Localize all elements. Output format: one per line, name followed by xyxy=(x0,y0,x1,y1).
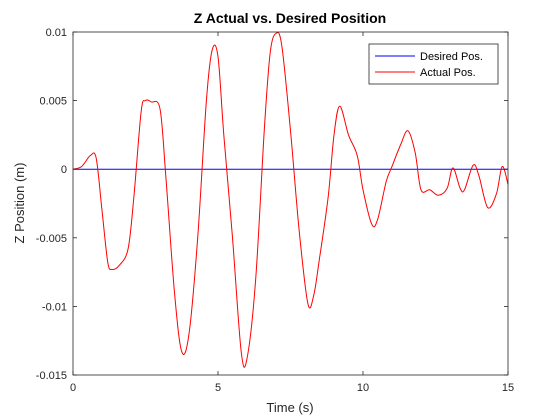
axes-box xyxy=(72,31,509,376)
y-axis: -0.015 -0.01 -0.005 0 0.005 0.01 xyxy=(36,27,508,382)
legend-box xyxy=(368,43,499,85)
plot-area xyxy=(72,31,509,376)
y-tick-label: -0.005 xyxy=(36,233,67,245)
chart-title: Z Actual vs. Desired Position xyxy=(194,10,386,26)
y-tick-label: 0.005 xyxy=(39,96,67,108)
y-tick-label: -0.01 xyxy=(42,301,67,313)
x-tick-label: 15 xyxy=(502,382,514,394)
y-axis-label: Z Position (m) xyxy=(12,163,27,244)
x-tick-label: 10 xyxy=(357,382,369,394)
y-tick-label: -0.015 xyxy=(36,370,67,382)
x-axis: 0 5 10 15 xyxy=(70,32,514,394)
series-line-actual-pos xyxy=(72,31,509,368)
legend-label-actual-pos: Actual Pos. xyxy=(420,67,476,79)
series-layer xyxy=(72,31,509,368)
y-tick-label: 0 xyxy=(61,164,67,176)
x-tick-label: 5 xyxy=(215,382,221,394)
legend-label-desired-pos: Desired Pos. xyxy=(420,51,483,63)
legend: Desired Pos. Actual Pos. xyxy=(368,43,499,85)
x-axis-label: Time (s) xyxy=(266,400,313,415)
y-tick-label: 0.01 xyxy=(46,27,67,39)
x-tick-label: 0 xyxy=(70,382,76,394)
